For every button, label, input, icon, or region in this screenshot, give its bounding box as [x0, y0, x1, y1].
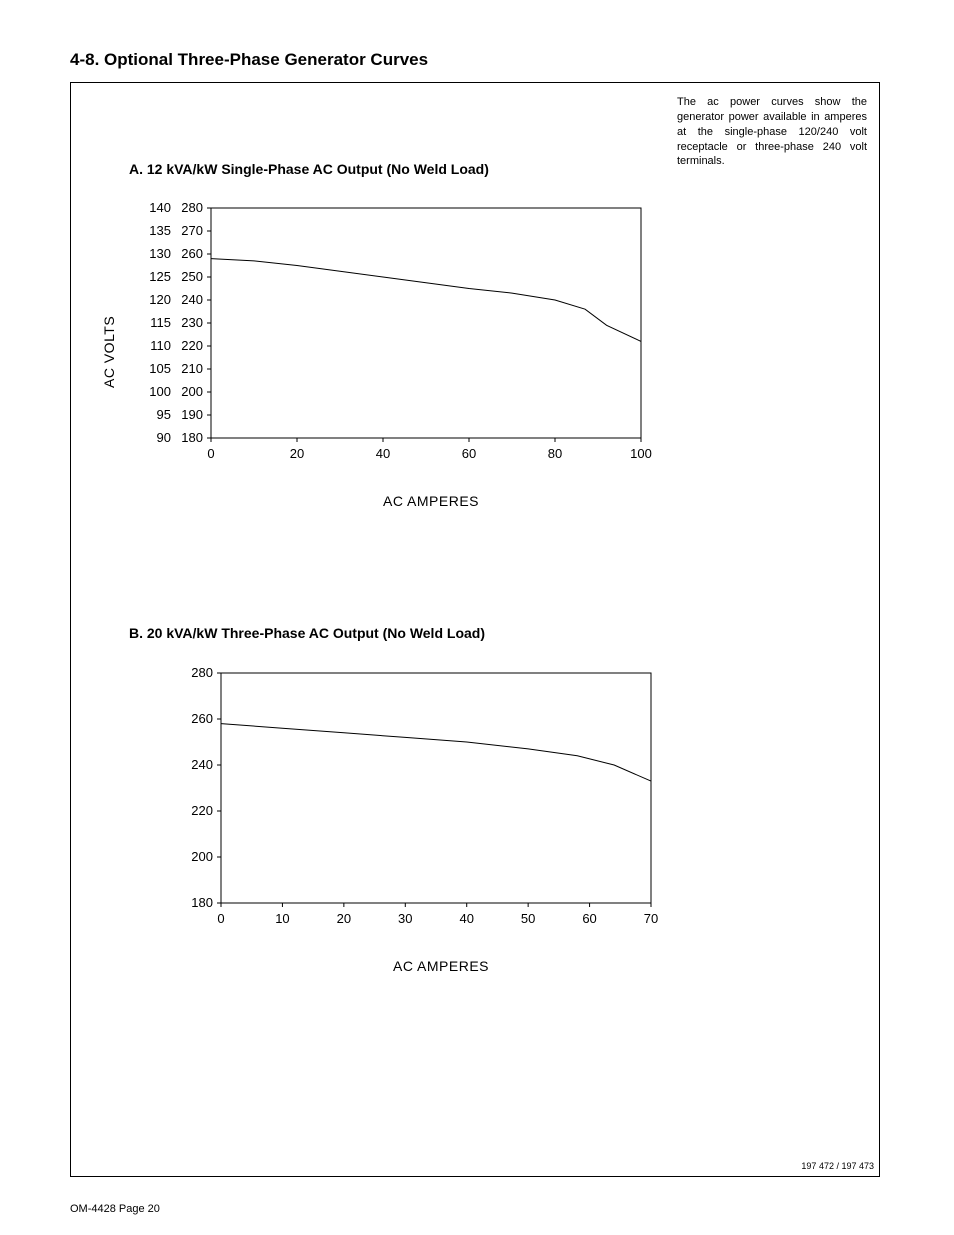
svg-text:20: 20 [337, 911, 351, 926]
footer-page: OM-4428 Page 20 [70, 1203, 160, 1215]
svg-text:180: 180 [191, 895, 213, 910]
chart-a-title: A. 12 kVA/kW Single-Phase AC Output (No … [129, 161, 489, 177]
svg-text:105: 105 [149, 361, 171, 376]
svg-text:220: 220 [181, 338, 203, 353]
svg-text:120: 120 [149, 292, 171, 307]
svg-text:60: 60 [462, 446, 476, 461]
chart-b-svg: 180 200 220 240 260 280 0 10 20 30 40 50 60 70 [171, 663, 671, 953]
svg-text:20: 20 [290, 446, 304, 461]
svg-text:100: 100 [149, 384, 171, 399]
svg-text:0: 0 [207, 446, 214, 461]
chart-a-x-label: AC AMPERES [101, 493, 661, 509]
svg-text:260: 260 [181, 246, 203, 261]
svg-text:180: 180 [181, 430, 203, 445]
svg-text:60: 60 [582, 911, 596, 926]
chart-a-svg: 1809019095200100210105220110230115240120… [101, 198, 661, 488]
chart-a-y-label: AC VOLTS [101, 316, 117, 388]
svg-text:230: 230 [181, 315, 203, 330]
svg-text:30: 30 [398, 911, 412, 926]
svg-text:40: 40 [376, 446, 390, 461]
svg-text:0: 0 [217, 911, 224, 926]
description-text: The ac power curves show the generator p… [677, 95, 867, 169]
svg-text:125: 125 [149, 269, 171, 284]
svg-text:70: 70 [644, 911, 658, 926]
svg-text:90: 90 [157, 430, 171, 445]
svg-text:80: 80 [548, 446, 562, 461]
page: 4-8. Optional Three-Phase Generator Curv… [0, 0, 954, 1235]
svg-text:40: 40 [459, 911, 473, 926]
chart-b: 180 200 220 240 260 280 0 10 20 30 40 50 60 70 AC AMP… [171, 663, 671, 974]
svg-text:210: 210 [181, 361, 203, 376]
svg-text:10: 10 [275, 911, 289, 926]
svg-text:140: 140 [149, 200, 171, 215]
svg-text:190: 190 [181, 407, 203, 422]
svg-text:280: 280 [181, 200, 203, 215]
svg-text:250: 250 [181, 269, 203, 284]
content-box: The ac power curves show the generator p… [70, 82, 880, 1177]
svg-text:270: 270 [181, 223, 203, 238]
chart-b-x-label: AC AMPERES [171, 958, 671, 974]
svg-text:95: 95 [157, 407, 171, 422]
svg-text:110: 110 [150, 338, 171, 353]
svg-text:240: 240 [191, 757, 213, 772]
svg-text:115: 115 [150, 315, 171, 330]
chart-b-title: B. 20 kVA/kW Three-Phase AC Output (No W… [129, 625, 485, 641]
svg-text:135: 135 [149, 223, 171, 238]
svg-text:260: 260 [191, 711, 213, 726]
svg-text:130: 130 [149, 246, 171, 261]
chart-a: AC VOLTS 1809019095200100210105220110230… [101, 198, 661, 509]
section-title: 4-8. Optional Three-Phase Generator Curv… [70, 50, 896, 70]
svg-text:280: 280 [191, 665, 213, 680]
svg-text:200: 200 [191, 849, 213, 864]
svg-text:50: 50 [521, 911, 535, 926]
svg-text:200: 200 [181, 384, 203, 399]
svg-text:100: 100 [630, 446, 652, 461]
footer-ref: 197 472 / 197 473 [801, 1161, 874, 1171]
svg-text:240: 240 [181, 292, 203, 307]
svg-text:220: 220 [191, 803, 213, 818]
